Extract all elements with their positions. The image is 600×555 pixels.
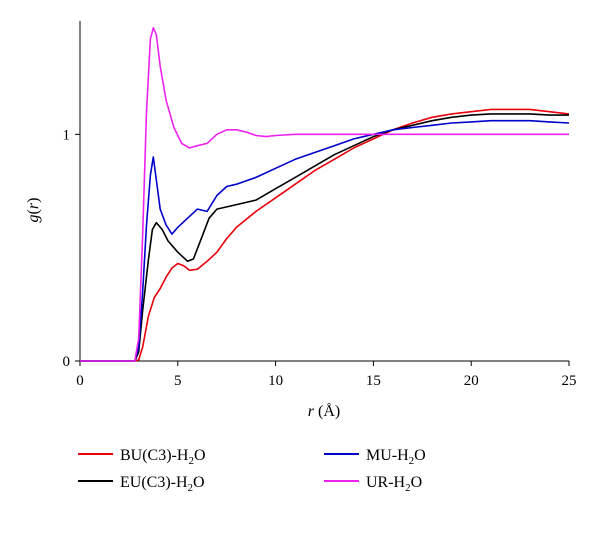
legend-label-ur: UR-H2O	[366, 474, 422, 494]
y-tick-label: 1	[63, 127, 71, 143]
legend-item-mu: MU-H2O	[324, 447, 426, 467]
legend-label-mu: MU-H2O	[366, 447, 426, 467]
x-tick-label: 10	[268, 373, 283, 389]
x-tick-label: 0	[76, 373, 84, 389]
y-axis-paren-close: )	[25, 198, 42, 203]
legend-item-ur: UR-H2O	[324, 474, 422, 494]
legend-item-eu: EU(C3)-H2O	[78, 474, 205, 494]
legend: BU(C3)-H2O MU-H2O EU(C3)-H2O UR-H2O	[78, 447, 426, 494]
series-line-ur	[80, 27, 569, 362]
x-axis-var: r	[308, 403, 315, 420]
y-axis-paren-open: (	[25, 209, 42, 214]
ticks: 0 5 10 15 20 25 0 1	[63, 127, 577, 389]
y-axis-var: r	[25, 202, 42, 209]
x-tick-label: 15	[366, 373, 381, 389]
series-line-eu	[80, 113, 569, 362]
x-axis-unit: (Å)	[314, 402, 340, 420]
x-axis-title: r (Å)	[308, 402, 340, 420]
x-tick-label: 25	[562, 373, 577, 389]
x-tick-label: 5	[174, 373, 182, 389]
y-axis-func: g	[25, 214, 42, 222]
series-line-mu	[80, 119, 570, 362]
legend-item-bu: BU(C3)-H2O	[78, 447, 206, 467]
x-tick-label: 20	[464, 373, 479, 389]
legend-label-bu: BU(C3)-H2O	[120, 447, 206, 467]
y-axis-title: g(r)	[25, 198, 42, 223]
plot-lines	[80, 27, 570, 362]
legend-label-eu: EU(C3)-H2O	[120, 474, 205, 494]
series-line-bu	[80, 108, 570, 362]
y-tick-label: 0	[63, 354, 71, 370]
axes	[79, 21, 569, 362]
